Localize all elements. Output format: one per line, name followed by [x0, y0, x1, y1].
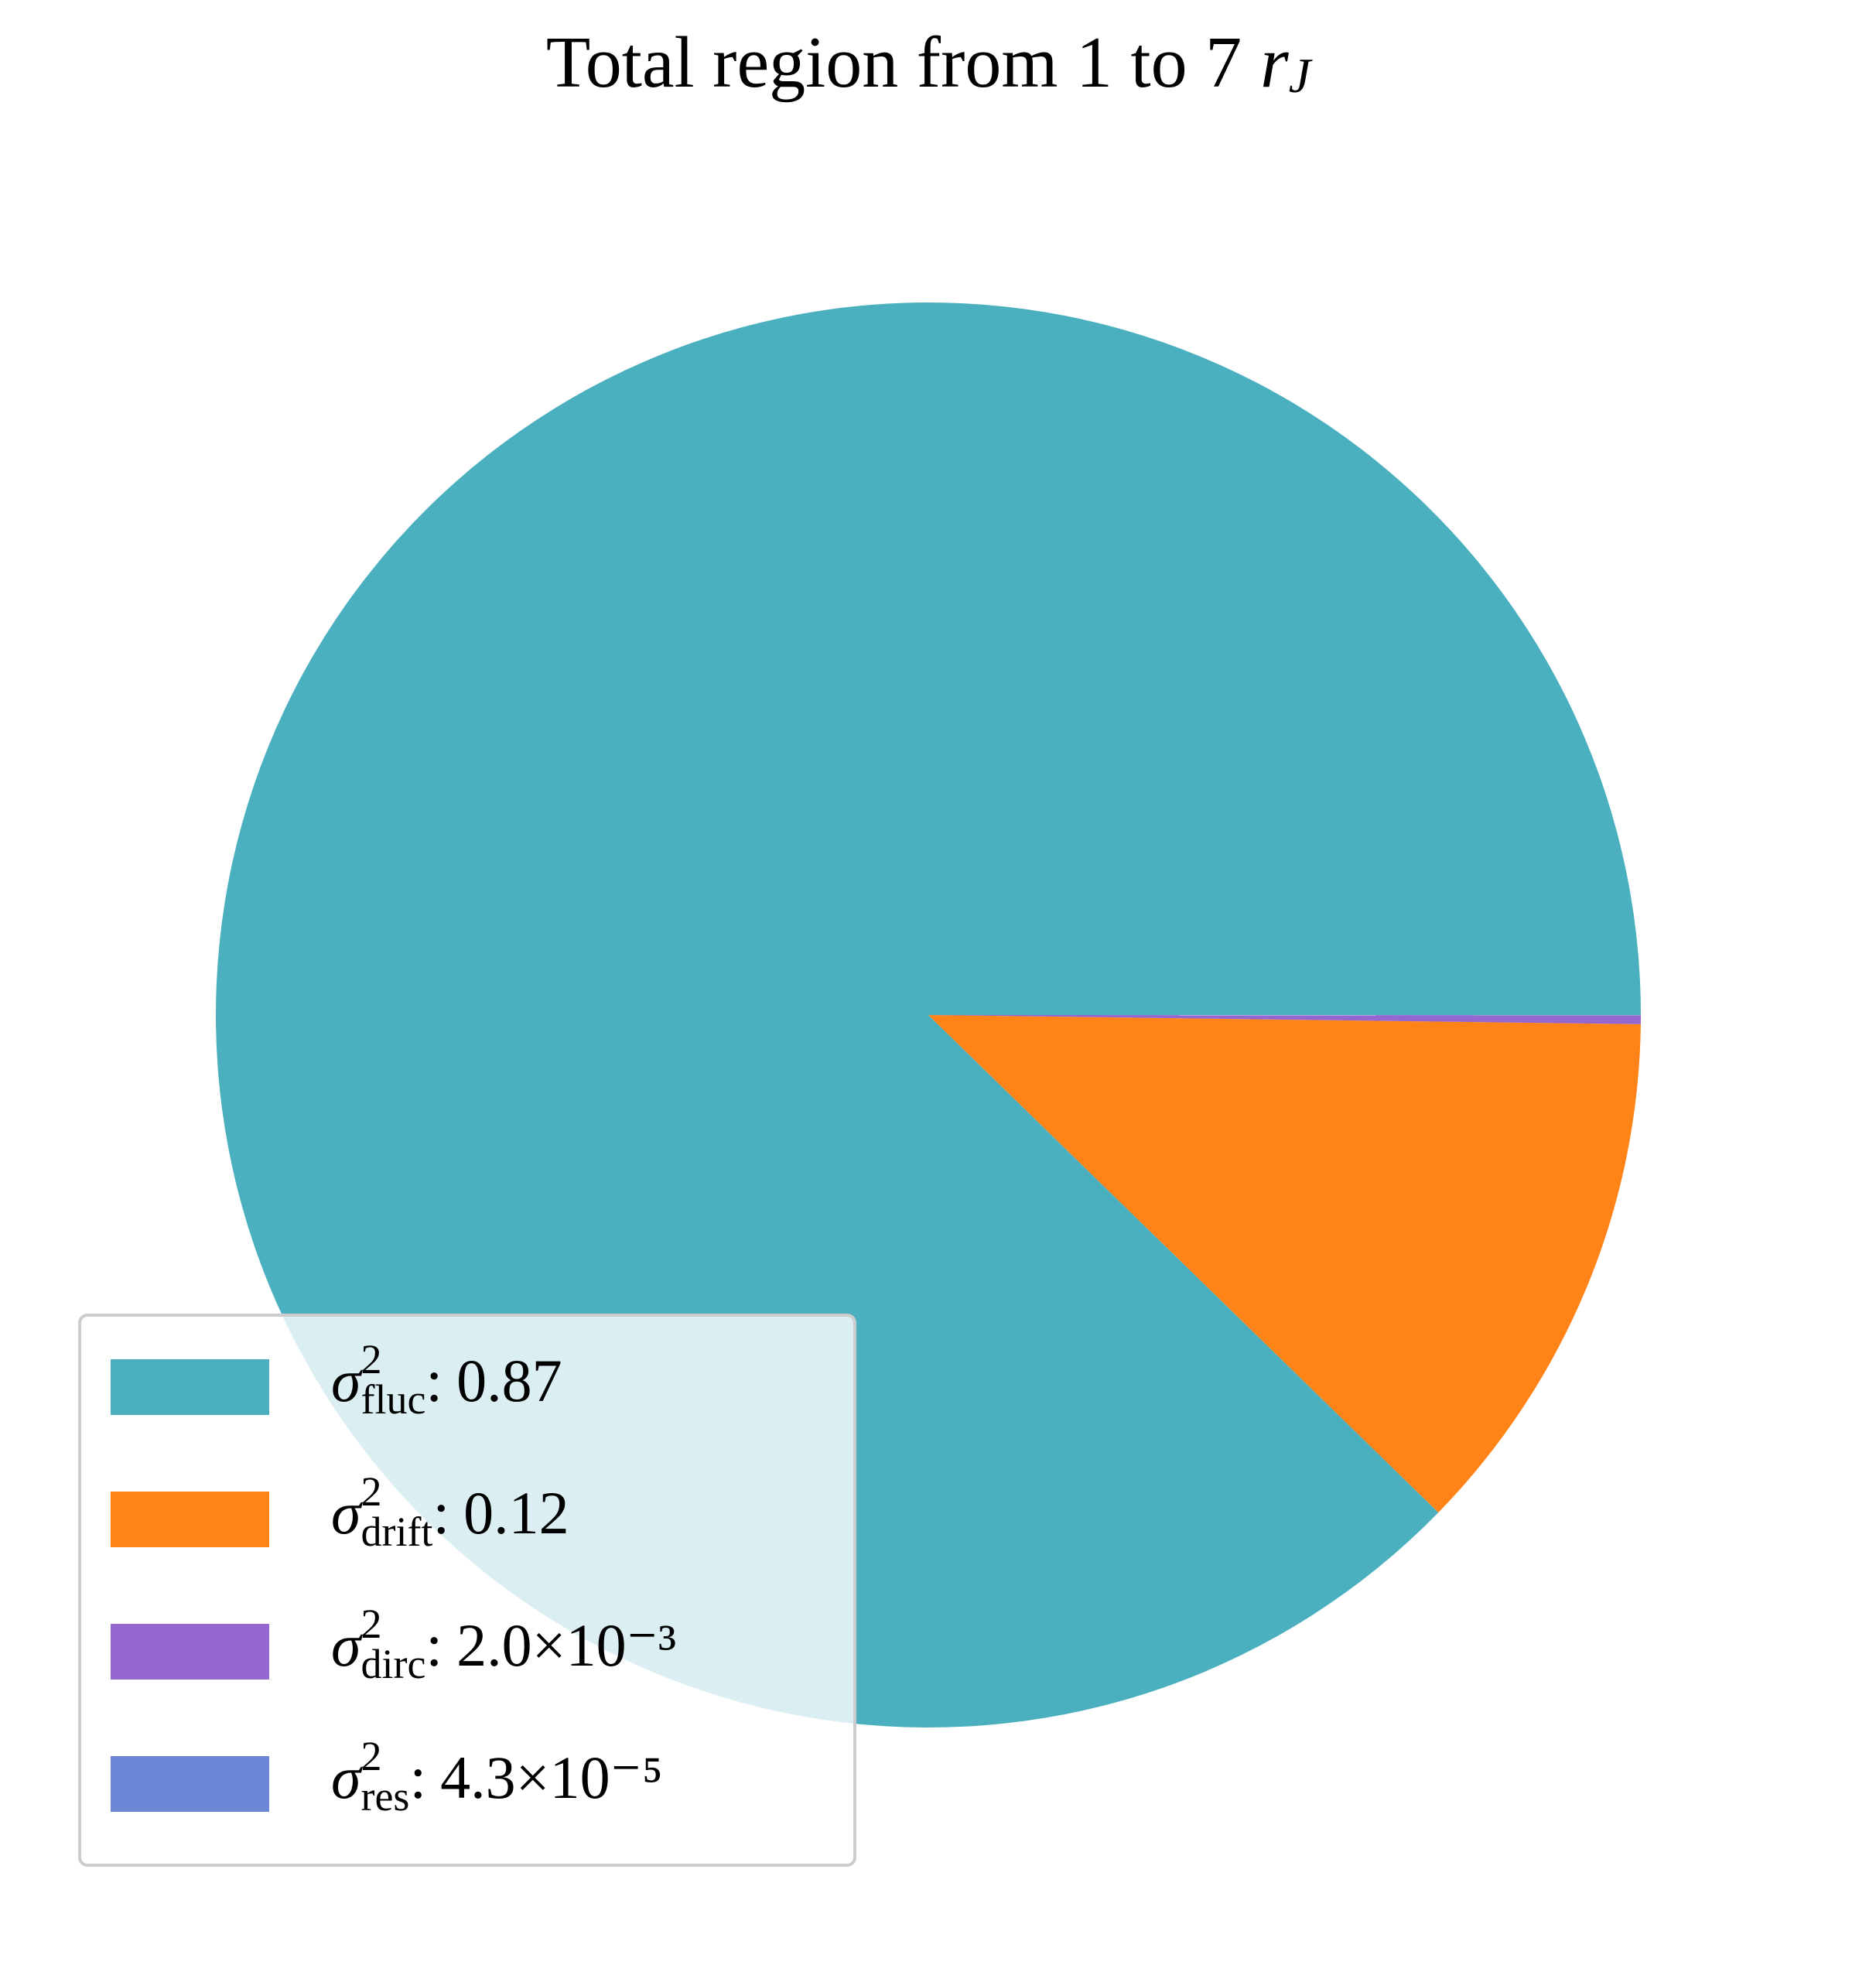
legend-symbol: σ: [331, 1347, 363, 1414]
legend-value: 0.87: [456, 1347, 562, 1414]
wedge: [928, 1015, 1641, 1024]
wedge: [928, 1015, 1641, 1513]
legend-box: [78, 1314, 856, 1867]
legend-power: 2: [361, 1733, 381, 1779]
legend-swatch: [111, 1492, 269, 1547]
legend-power: 2: [361, 1601, 381, 1647]
legend-label: σ2 fluc: 0.87: [331, 1336, 562, 1423]
legend-subscript: res: [361, 1773, 409, 1820]
legend-separator: :: [425, 1347, 443, 1414]
legend-value: 2.0×10⁻³: [456, 1611, 676, 1679]
chart-title: Total region from 1 to 7 rJ: [546, 22, 1313, 103]
legend-label: σ2 drift: 0.12: [331, 1468, 569, 1555]
legend-swatch: [111, 1624, 269, 1680]
title-text: Total region from 1 to 7: [546, 22, 1242, 103]
legend-subscript: fluc: [361, 1376, 425, 1423]
legend-separator: :: [409, 1744, 426, 1811]
legend-power: 2: [361, 1336, 381, 1382]
title-subscript: J: [1289, 48, 1313, 103]
legend-symbol: σ: [331, 1611, 363, 1679]
legend-subscript: drift: [361, 1509, 432, 1555]
legend-swatch: [111, 1756, 269, 1812]
legend-subscript: dirc: [361, 1641, 425, 1687]
legend-symbol: σ: [331, 1479, 363, 1546]
legend-symbol: σ: [331, 1744, 363, 1811]
legend-separator: :: [425, 1611, 443, 1679]
legend-separator: :: [432, 1479, 449, 1546]
legend-value: 0.12: [463, 1479, 569, 1546]
legend-label: σ2 dirc: 2.0×10⁻³: [331, 1601, 676, 1687]
legend-power: 2: [361, 1468, 381, 1515]
legend-value: 4.3×10⁻⁵: [440, 1744, 663, 1811]
legend-label: σ2 res: 4.3×10⁻⁵: [331, 1733, 663, 1820]
title-symbol: r: [1260, 22, 1289, 103]
legend-swatch: [111, 1359, 269, 1415]
